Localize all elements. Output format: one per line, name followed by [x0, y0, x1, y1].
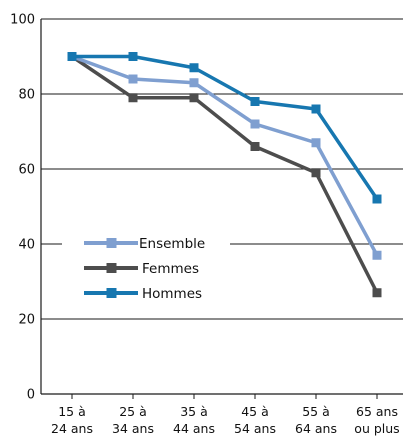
series-line-hommes	[70, 54, 379, 201]
legend: Ensemble Femmes Hommes	[62, 230, 230, 308]
x-tick-label: 65 ans ou plus	[354, 404, 399, 436]
legend-marker-hommes	[106, 288, 117, 298]
data-point-ensemble	[128, 74, 138, 84]
y-tick-label: 40	[18, 238, 35, 253]
data-point-femmes	[189, 93, 199, 103]
legend-label-ensemble: Ensemble	[139, 236, 205, 252]
series-line-femmes	[70, 54, 379, 295]
data-point-hommes	[250, 97, 260, 106]
data-point-hommes	[189, 63, 199, 73]
y-tick-label: 60	[18, 163, 35, 178]
y-tick-label: 20	[18, 313, 35, 328]
data-point-femmes	[372, 288, 382, 298]
data-point-femmes	[128, 93, 138, 103]
x-tick-label: 45 à 54 ans	[234, 404, 276, 436]
legend-marker-ensemble	[106, 238, 117, 248]
series-lines	[67, 52, 382, 298]
series-line-ensemble	[70, 54, 379, 257]
data-point-ensemble	[311, 138, 321, 148]
data-point-hommes	[128, 52, 138, 61]
x-tick-label: 15 à 24 ans	[51, 404, 93, 436]
data-point-ensemble	[372, 250, 382, 260]
tick-labels: 0 20 40 60 80 100 15 à 24 ans 25 à 34 ans 35 à 44 a…	[10, 13, 400, 437]
data-point-femmes	[250, 142, 260, 151]
x-tick-label: 55 à 64 ans	[295, 404, 337, 436]
y-tick-label: 80	[18, 88, 35, 103]
legend-marker-femmes	[106, 263, 117, 273]
legend-label-femmes: Femmes	[142, 261, 199, 277]
data-point-hommes	[311, 104, 321, 114]
data-point-hommes	[372, 194, 382, 204]
data-point-hommes	[67, 52, 77, 61]
x-tick-label: 25 à 34 ans	[112, 404, 154, 436]
y-tick-label: 0	[27, 388, 35, 403]
y-tick-label: 100	[10, 13, 35, 28]
x-tick-label: 35 à 44 ans	[173, 404, 215, 436]
data-point-ensemble	[250, 119, 260, 129]
data-point-femmes	[311, 168, 321, 178]
data-point-ensemble	[189, 78, 199, 88]
axes	[40, 19, 403, 399]
legend-label-hommes: Hommes	[142, 286, 202, 302]
